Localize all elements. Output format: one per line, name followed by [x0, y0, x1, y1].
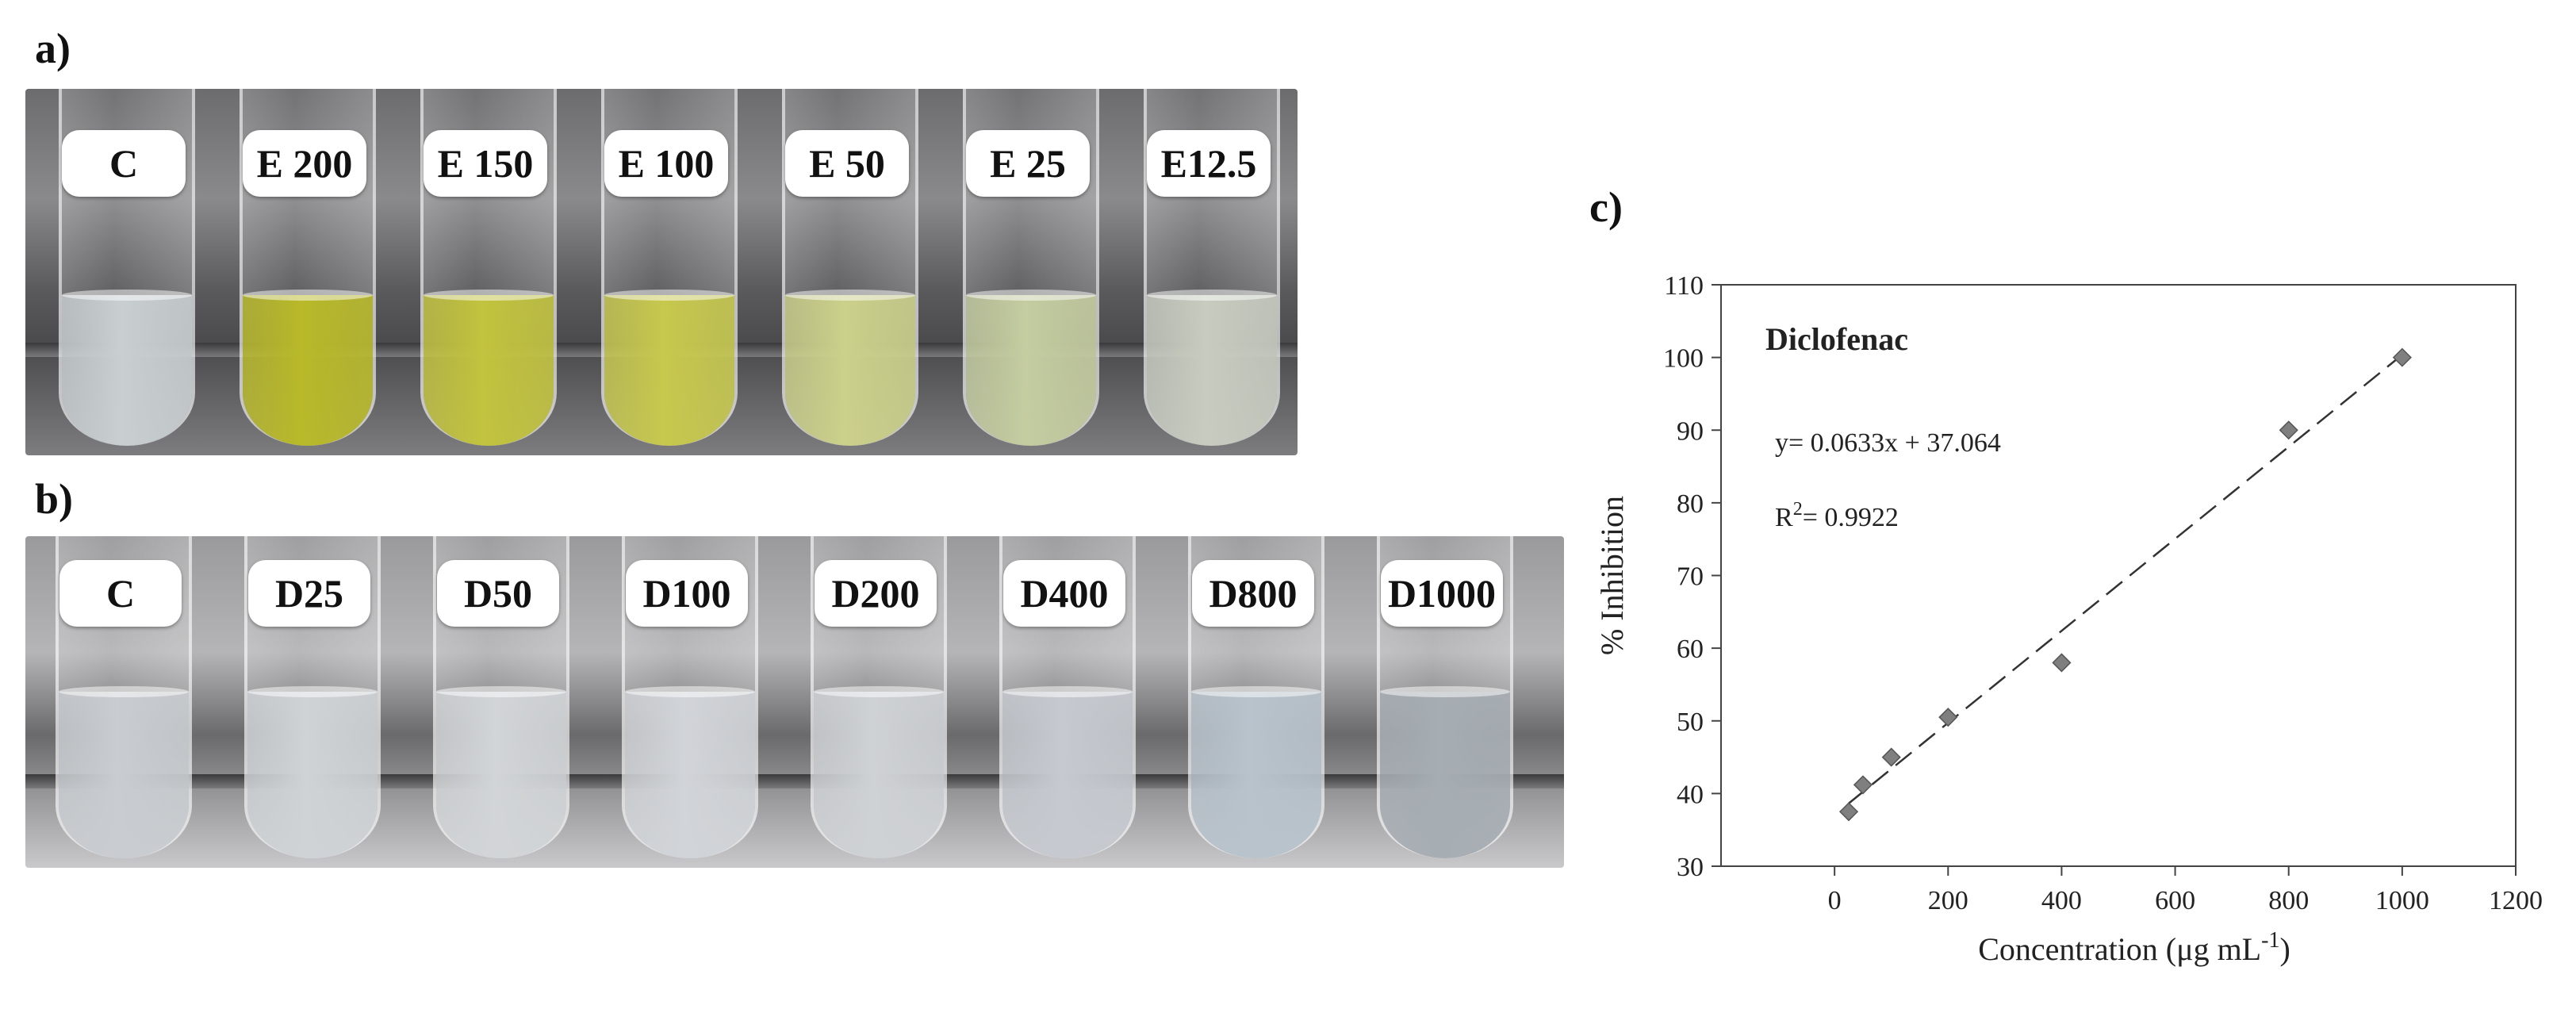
- data-point: [1881, 747, 1901, 767]
- photo-diclofenac-tubes: C D25 D50 D100 D200 D400 D800 D1000: [25, 536, 1564, 868]
- data-point: [1838, 802, 1859, 822]
- tube-liquid: [966, 295, 1096, 446]
- test-tube: [1144, 89, 1280, 446]
- x-tick-label: 0: [1828, 886, 1842, 915]
- tube-liquid: [1191, 692, 1321, 858]
- data-point: [1853, 775, 1873, 795]
- y-tick-label: 30: [1677, 853, 1704, 882]
- tube-liquid: [625, 692, 755, 858]
- r-squared: R2= 0.9922: [1775, 499, 1899, 532]
- tube-meniscus: [1191, 686, 1321, 697]
- x-tick-label: 1000: [2375, 886, 2429, 915]
- tube-meniscus: [1002, 686, 1133, 697]
- tube-liquid: [1147, 295, 1277, 446]
- photo-extract-tubes: C E 200 E 150 E 100 E 50 E 25 E12.5: [25, 89, 1298, 455]
- tube-meniscus: [1380, 686, 1510, 697]
- data-point: [2279, 420, 2298, 440]
- tube-label: E12.5: [1147, 130, 1271, 197]
- y-tick-label: 60: [1677, 635, 1704, 664]
- tube-rack: [25, 774, 1564, 788]
- panel-label-b: b): [35, 475, 74, 523]
- x-tick-label: 800: [2268, 886, 2309, 915]
- x-tick-label: 600: [2155, 886, 2195, 915]
- y-tick-label: 100: [1663, 344, 1704, 374]
- tube-label: D200: [815, 560, 937, 627]
- tube-meniscus: [814, 686, 944, 697]
- chart-title: Diclofenac: [1765, 321, 1908, 357]
- tube-liquid: [1380, 692, 1510, 858]
- tube-label: E 200: [243, 130, 366, 197]
- tube-label: E 100: [604, 130, 728, 197]
- tube-label: D800: [1192, 560, 1314, 627]
- y-tick-label: 50: [1677, 708, 1704, 737]
- x-tick-label: 200: [1928, 886, 1968, 915]
- tube-label: C: [62, 130, 186, 197]
- tube-label: E 50: [785, 130, 909, 197]
- x-tick-label: 400: [2041, 886, 2082, 915]
- y-tick-label: 110: [1664, 271, 1704, 301]
- tube-label: E 25: [966, 130, 1090, 197]
- trend-line: [1848, 354, 2403, 804]
- regression-equation: y= 0.0633x + 37.064: [1775, 428, 2001, 458]
- tube-meniscus: [966, 290, 1096, 301]
- tube-meniscus: [785, 290, 915, 301]
- y-tick-label: 70: [1677, 562, 1704, 592]
- tube-meniscus: [59, 686, 189, 697]
- panel-label-a: a): [35, 25, 71, 72]
- data-point: [2052, 653, 2072, 673]
- tube-label: D100: [626, 560, 748, 627]
- data-point: [1938, 708, 1958, 727]
- tube-label: D25: [248, 560, 370, 627]
- panel-label-c: c): [1589, 183, 1623, 231]
- tube-liquid: [604, 295, 734, 446]
- x-axis-label: Concentration (μg mL-1): [1978, 928, 2290, 967]
- tube-meniscus: [1147, 290, 1277, 301]
- tube-liquid: [785, 295, 915, 446]
- tube-meniscus: [436, 686, 566, 697]
- tube-label: D1000: [1381, 560, 1503, 627]
- tube-liquid: [59, 692, 189, 858]
- y-tick-label: 40: [1677, 780, 1704, 809]
- plot-frame: [1720, 284, 2517, 867]
- tube-label: D50: [437, 560, 559, 627]
- y-axis-label: % Inhibition: [1594, 496, 1630, 655]
- x-tick-label: 1200: [2489, 886, 2543, 915]
- tube-liquid: [243, 295, 373, 446]
- tube-liquid: [247, 692, 378, 858]
- tube-meniscus: [62, 290, 192, 301]
- tube-label: E 150: [424, 130, 547, 197]
- tube-label: C: [59, 560, 182, 627]
- data-point: [2392, 347, 2412, 367]
- tube-meniscus: [243, 290, 373, 301]
- tube-meniscus: [604, 290, 734, 301]
- tube-liquid: [814, 692, 944, 858]
- tube-label: D400: [1003, 560, 1125, 627]
- tube-meniscus: [625, 686, 755, 697]
- y-tick-label: 80: [1677, 489, 1704, 519]
- tube-meniscus: [424, 290, 554, 301]
- tube-liquid: [1002, 692, 1133, 858]
- tube-liquid: [436, 692, 566, 858]
- tube-liquid: [62, 295, 192, 446]
- tube-meniscus: [247, 686, 378, 697]
- tube-liquid: [424, 295, 554, 446]
- y-tick-label: 90: [1677, 416, 1704, 446]
